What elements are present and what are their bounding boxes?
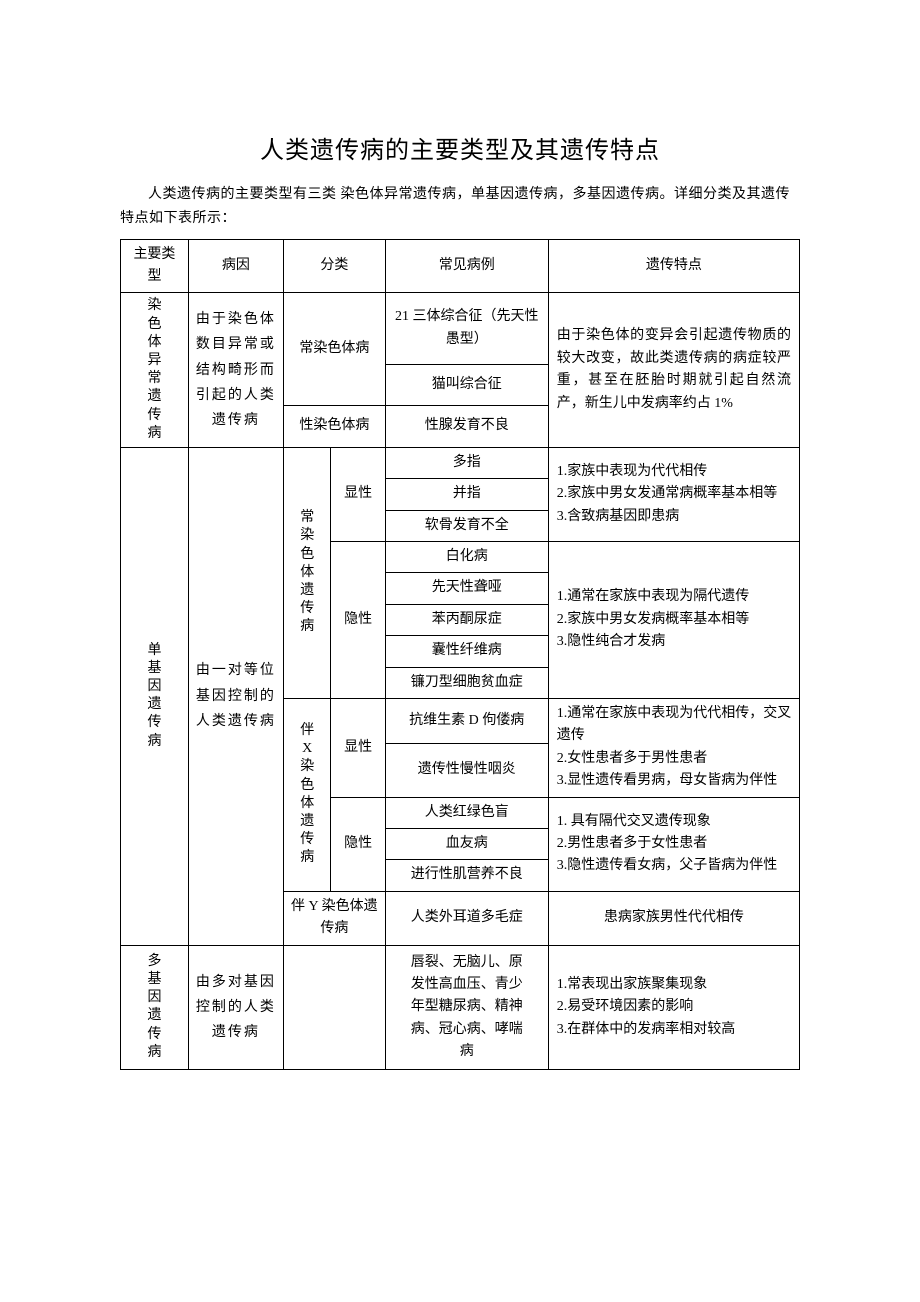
chrom-ex2: 猫叫综合征 (385, 364, 548, 406)
header-type: 主要类型 (121, 239, 189, 293)
single-auto-dom-trait: 1.家族中表现为代代相传2.家族中男女发通常病概率基本相等3.含致病基因即患病 (548, 447, 799, 541)
chrom-type: 染色体异常遗传病 (121, 293, 189, 448)
chrom-sub2: 性染色体病 (283, 406, 385, 448)
table-header-row: 主要类型 病因 分类 常见病例 遗传特点 (121, 239, 800, 293)
header-trait: 遗传特点 (548, 239, 799, 293)
chrom-ex1: 21 三体综合征（先天性愚型） (385, 293, 548, 364)
header-cause: 病因 (188, 239, 283, 293)
single-auto-dom-ex2: 并指 (385, 479, 548, 510)
intro-paragraph: 人类遗传病的主要类型有三类 染色体异常遗传病，单基因遗传病，多基因遗传病。详细分… (120, 183, 800, 231)
single-auto-dom-ex3: 软骨发育不全 (385, 510, 548, 541)
single-x-rec-trait: 1. 具有隔代交叉遗传现象2.男性患者多于女性患者3.隐性遗传看女病，父子皆病为… (548, 797, 799, 891)
chrom-row-1: 染色体异常遗传病 由于染色体数目异常或结构畸形而引起的人类遗传病 常染色体病 2… (121, 293, 800, 364)
single-cause: 由一对等位基因控制的人类遗传病 (188, 447, 283, 945)
single-y-ex: 人类外耳道多毛症 (385, 891, 548, 945)
poly-row: 多基因遗传病 由多对基因控制的人类遗传病 唇裂、无脑儿、原发性高血压、青少年型糖… (121, 945, 800, 1070)
single-auto-rec-ex1: 白化病 (385, 542, 548, 573)
single-auto-rec-trait: 1.通常在家族中表现为隔代遗传2.家族中男女发病概率基本相等3.隐性纯合才发病 (548, 542, 799, 699)
poly-type: 多基因遗传病 (121, 945, 189, 1070)
chrom-sub1: 常染色体病 (283, 293, 385, 406)
single-x-rec-ex3: 进行性肌营养不良 (385, 860, 548, 891)
single-auto-dom-1: 单基因遗传病 由一对等位基因控制的人类遗传病 常染色体遗传病 显性 多指 1.家… (121, 447, 800, 478)
poly-trait: 1.常表现出家族聚集现象2.易受环境因素的影响3.在群体中的发病率相对较高 (548, 945, 799, 1070)
chrom-ex3: 性腺发育不良 (385, 406, 548, 448)
single-x-rec-ex1: 人类红绿色盲 (385, 797, 548, 828)
genetics-table: 主要类型 病因 分类 常见病例 遗传特点 染色体异常遗传病 由于染色体数目异常或… (120, 239, 800, 1071)
single-x-dom-trait: 1.通常在家族中表现为代代相传，交叉遗传2.女性患者多于男性患者3.显性遗传看男… (548, 699, 799, 798)
single-auto-dom-ex1: 多指 (385, 447, 548, 478)
single-ylink: 伴 Y 染色体遗传病 (283, 891, 385, 945)
single-type: 单基因遗传病 (121, 447, 189, 945)
single-x-dom-ex1: 抗维生素 D 佝偻病 (385, 699, 548, 744)
single-y-trait: 患病家族男性代代相传 (548, 891, 799, 945)
document-page: 人类遗传病的主要类型及其遗传特点 人类遗传病的主要类型有三类 染色体异常遗传病，… (0, 0, 920, 1150)
single-auto-rec: 隐性 (331, 542, 385, 699)
single-auto-rec-ex4: 囊性纤维病 (385, 636, 548, 667)
header-class: 分类 (283, 239, 385, 293)
poly-cause: 由多对基因控制的人类遗传病 (188, 945, 283, 1070)
chrom-trait: 由于染色体的变异会引起遗传物质的较大改变，故此类遗传病的病症较严重，甚至在胚胎时… (548, 293, 799, 448)
single-x-rec: 隐性 (331, 797, 385, 891)
single-x-dom: 显性 (331, 699, 385, 798)
single-auto-rec-ex3: 苯丙酮尿症 (385, 604, 548, 635)
single-auto-rec-ex2: 先天性聋哑 (385, 573, 548, 604)
single-x-dom-ex2: 遗传性慢性咽炎 (385, 744, 548, 797)
single-x-rec-ex2: 血友病 (385, 828, 548, 859)
single-auto: 常染色体遗传病 (283, 447, 331, 698)
single-xlink: 伴X染色体遗传病 (283, 699, 331, 892)
single-auto-rec-ex5: 镰刀型细胞贫血症 (385, 667, 548, 698)
header-example: 常见病例 (385, 239, 548, 293)
document-title: 人类遗传病的主要类型及其遗传特点 (120, 130, 800, 165)
poly-sub (283, 945, 385, 1070)
single-auto-dom: 显性 (331, 447, 385, 541)
poly-ex: 唇裂、无脑儿、原发性高血压、青少年型糖尿病、精神病、冠心病、哮喘病 (385, 945, 548, 1070)
chrom-cause: 由于染色体数目异常或结构畸形而引起的人类遗传病 (188, 293, 283, 448)
